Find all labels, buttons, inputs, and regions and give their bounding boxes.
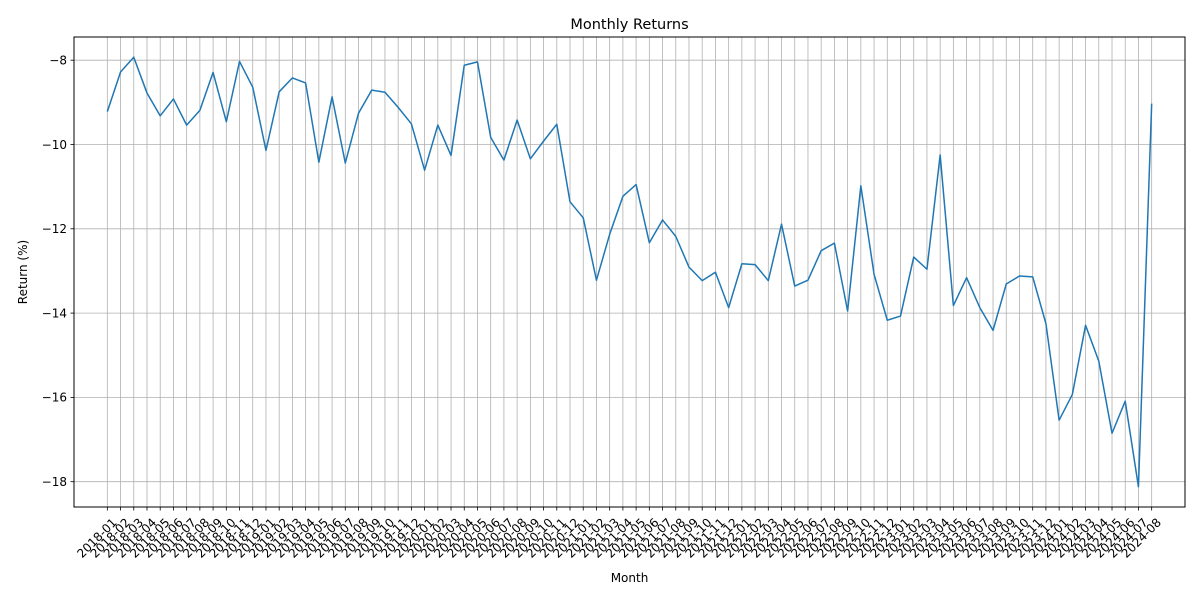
y-tick-label: −18 bbox=[42, 475, 67, 489]
y-axis: −18 −16 −14 −12 −10 −8 bbox=[42, 53, 74, 489]
x-axis-title: Month bbox=[611, 571, 649, 585]
y-tick-label: −8 bbox=[49, 53, 67, 67]
y-tick-label: −10 bbox=[42, 138, 67, 152]
series-line-group bbox=[106, 56, 1153, 488]
plot-frame bbox=[73, 36, 1186, 508]
y-tick-label: −12 bbox=[42, 222, 67, 236]
chart-title: Monthly Returns bbox=[570, 17, 688, 33]
y-tick-label: −14 bbox=[42, 306, 67, 320]
series-line bbox=[106, 56, 1153, 488]
grid bbox=[74, 37, 1185, 507]
y-axis-title: Return (%) bbox=[16, 240, 30, 304]
x-axis: 2018-012018-022018-032018-042018-052018-… bbox=[74, 507, 1164, 561]
y-tick-label: −16 bbox=[42, 391, 67, 405]
